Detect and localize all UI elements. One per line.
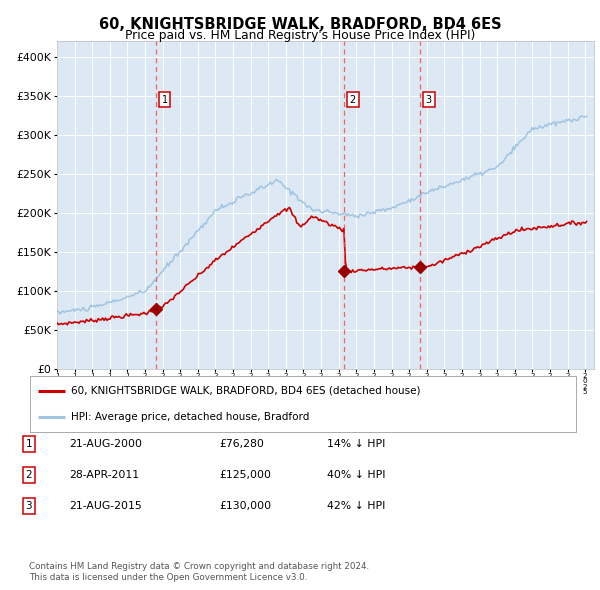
Text: 1: 1 xyxy=(161,95,168,105)
Text: 3: 3 xyxy=(25,502,32,511)
Text: £130,000: £130,000 xyxy=(219,502,271,511)
Text: 21-AUG-2000: 21-AUG-2000 xyxy=(69,439,142,448)
Text: £76,280: £76,280 xyxy=(219,439,264,448)
Text: 2: 2 xyxy=(25,470,32,480)
Text: Contains HM Land Registry data © Crown copyright and database right 2024.
This d: Contains HM Land Registry data © Crown c… xyxy=(29,562,369,582)
Text: 3: 3 xyxy=(425,95,432,105)
Text: 40% ↓ HPI: 40% ↓ HPI xyxy=(327,470,386,480)
Text: £125,000: £125,000 xyxy=(219,470,271,480)
Text: 21-AUG-2015: 21-AUG-2015 xyxy=(69,502,142,511)
Text: 60, KNIGHTSBRIDGE WALK, BRADFORD, BD4 6ES (detached house): 60, KNIGHTSBRIDGE WALK, BRADFORD, BD4 6E… xyxy=(71,386,421,396)
Text: 14% ↓ HPI: 14% ↓ HPI xyxy=(327,439,385,448)
Text: 2: 2 xyxy=(350,95,356,105)
Text: HPI: Average price, detached house, Bradford: HPI: Average price, detached house, Brad… xyxy=(71,412,310,422)
Text: 28-APR-2011: 28-APR-2011 xyxy=(69,470,139,480)
Text: 60, KNIGHTSBRIDGE WALK, BRADFORD, BD4 6ES: 60, KNIGHTSBRIDGE WALK, BRADFORD, BD4 6E… xyxy=(98,17,502,31)
Text: 1: 1 xyxy=(25,439,32,448)
Text: Price paid vs. HM Land Registry's House Price Index (HPI): Price paid vs. HM Land Registry's House … xyxy=(125,29,475,42)
Text: 42% ↓ HPI: 42% ↓ HPI xyxy=(327,502,385,511)
